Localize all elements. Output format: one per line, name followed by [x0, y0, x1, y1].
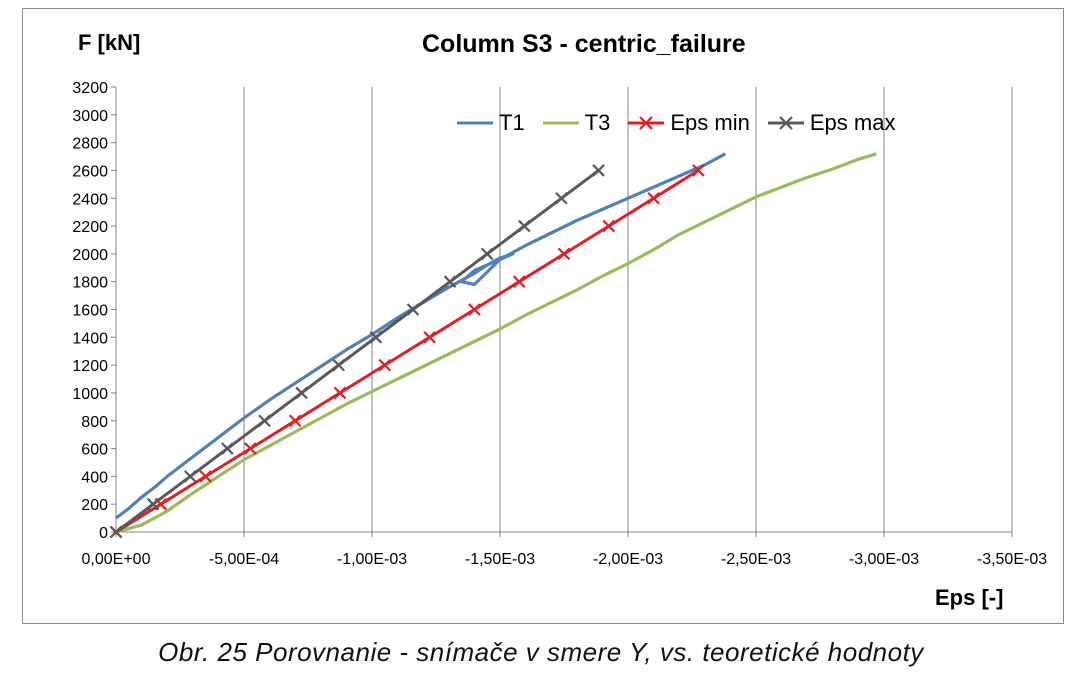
legend-item-t1: T1 [455, 110, 525, 136]
series-eps-max-point [518, 219, 531, 233]
y-tick-label: 2600 [72, 163, 108, 180]
series-eps-max-point [480, 247, 494, 261]
series-eps-max-point [295, 386, 308, 400]
series-eps-min-point [602, 219, 616, 233]
y-tick-label: 1200 [72, 358, 108, 375]
y-tick-label: 1400 [72, 330, 108, 347]
y-axis-label: F [kN] [78, 30, 141, 55]
series-eps-max-point [555, 191, 568, 205]
x-tick-label: -3,00E-03 [849, 551, 919, 568]
legend-swatch [628, 116, 665, 130]
series-eps-min-line [115, 169, 700, 534]
legend-item-eps-min: Eps min [626, 110, 750, 136]
y-tick-label: 0 [99, 525, 108, 542]
series-eps-min-point [423, 331, 436, 344]
x-tick-label: -3,50E-03 [977, 551, 1047, 568]
series-eps-max-point [221, 442, 234, 455]
series-eps-max-point [443, 275, 457, 288]
y-tick-label: 3000 [72, 108, 108, 125]
series-eps-min-point [378, 358, 392, 372]
y-tick-label: 2200 [72, 219, 108, 236]
y-tick-label: 3200 [72, 80, 108, 97]
legend-label: T3 [584, 110, 611, 135]
legend-swatch [767, 116, 804, 130]
legend-item-eps-max: Eps max [766, 110, 896, 136]
series-t3-line [115, 152, 877, 534]
series-eps-max-point [592, 164, 605, 177]
series-eps-max-point [258, 414, 271, 428]
series-eps-max-point [406, 303, 420, 316]
y-tick-label: 200 [81, 497, 108, 514]
y-tick-label: 2000 [72, 247, 108, 264]
series-eps-min-point [199, 470, 212, 483]
y-tick-label: 800 [81, 414, 108, 431]
series-eps-min-point [333, 386, 347, 400]
y-tick-label: 2800 [72, 136, 108, 153]
series-eps-min-point [692, 164, 705, 177]
series-eps-min-point [647, 191, 660, 205]
x-tick-label: -1,50E-03 [465, 551, 535, 568]
x-tick-label: -2,00E-03 [593, 551, 663, 568]
chart-legend: T1 T3 Eps min Eps max [455, 110, 895, 136]
chart-title: Column S3 - centric_failure [422, 30, 746, 58]
series-eps-max-point [369, 331, 383, 344]
x-tick-label: -5,00E-04 [209, 551, 279, 568]
series-eps-min-point [512, 275, 526, 288]
series-eps-min-point [468, 303, 481, 316]
y-tick-label: 1000 [72, 386, 108, 403]
y-tick-label: 600 [81, 442, 108, 459]
y-tick-label: 1800 [72, 275, 108, 292]
figure-caption: Obr. 25 Porovnanie - snímače v smere Y, … [158, 637, 924, 667]
series-eps-max-point [146, 497, 160, 511]
series-eps-max-point [332, 358, 345, 372]
series-eps-min-point [288, 414, 302, 428]
series-eps-min-point [244, 442, 257, 455]
x-axis-label: Eps [-] [935, 585, 1004, 610]
legend-swatch [457, 121, 493, 125]
y-tick-label: 1600 [72, 303, 108, 320]
chart-frame [22, 8, 1064, 624]
legend-label: Eps min [670, 110, 750, 135]
series-eps-max-point [109, 525, 123, 539]
series-eps-max-point [183, 470, 197, 483]
legend-label: Eps max [809, 110, 896, 135]
y-tick-label: 400 [81, 469, 108, 486]
legend-item-t3: T3 [541, 110, 611, 136]
legend-label: T1 [499, 110, 525, 135]
legend-swatch [542, 121, 579, 125]
x-tick-label: -1,00E-03 [337, 551, 407, 568]
x-tick-label: -2,50E-03 [721, 551, 791, 568]
series-t1-line [115, 152, 727, 520]
series-eps-min-point [557, 247, 571, 261]
y-tick-label: 2400 [72, 191, 108, 208]
x-tick-label: 0,00E+00 [82, 551, 151, 568]
